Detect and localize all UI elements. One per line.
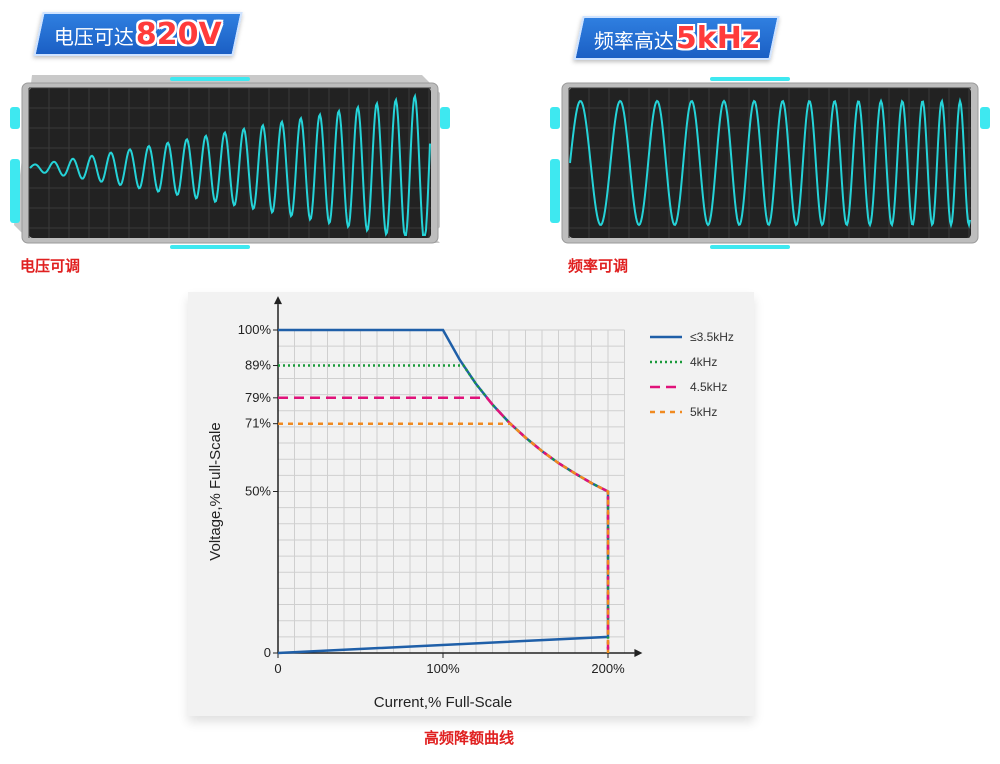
legend-label: 4kHz (690, 355, 717, 369)
legend-label: 5kHz (690, 405, 717, 419)
x-tick-label: 200% (591, 661, 625, 676)
y-tick-label: 71% (245, 416, 271, 431)
voltage-caption: 电压可调 (20, 257, 81, 275)
banner-value: 5kHz (676, 20, 760, 56)
banner-label: 电压可达 (54, 24, 134, 49)
frequency-panel: 频率高达 5kHz (550, 10, 990, 280)
y-axis-arrow (274, 296, 282, 305)
y-axis-label: Voltage,% Full-Scale (207, 422, 224, 560)
y-tick-label: 79% (245, 390, 271, 405)
banner-value: 820V (136, 16, 222, 52)
x-axis-label: Current,% Full-Scale (374, 694, 512, 711)
derating-chart-card: 0 50% 71% 79% 89% 100% 0 100% 200% Current,% Full… (188, 292, 754, 716)
series-line-2 (278, 396, 610, 653)
y-tick-label: 100% (238, 322, 272, 337)
legend-label: 4.5kHz (690, 380, 727, 394)
y-tick-label: 0 (264, 645, 271, 660)
voltage-screen (10, 75, 450, 249)
x-tick-label: 100% (426, 661, 460, 676)
derating-chart: 0 50% 71% 79% 89% 100% 0 100% 200% Current,% Full… (207, 296, 734, 711)
chart-caption: 高频降额曲线 (424, 729, 515, 747)
frequency-banner: 频率高达 5kHz (573, 16, 781, 60)
y-tick-label: 89% (245, 358, 271, 373)
screen-grid (28, 87, 431, 238)
legend-label: ≤3.5kHz (690, 330, 734, 344)
chart-grid (277, 329, 625, 654)
waveform-voltage (29, 92, 431, 237)
waveform-frequency (569, 97, 971, 229)
chart-legend: ≤3.5kHz 4kHz 4.5kHz 5kHz (650, 330, 734, 419)
voltage-banner: 电压可达 820V (33, 12, 243, 56)
x-tick-label: 0 (274, 661, 281, 676)
frequency-screen (550, 77, 990, 249)
x-axis-arrow (634, 649, 643, 657)
banner-label: 频率高达 (594, 28, 674, 53)
series-line-3 (278, 422, 610, 653)
y-tick-label: 50% (245, 484, 271, 499)
frequency-caption: 频率可调 (568, 257, 629, 275)
voltage-panel: 电压可达 820V (10, 10, 450, 280)
